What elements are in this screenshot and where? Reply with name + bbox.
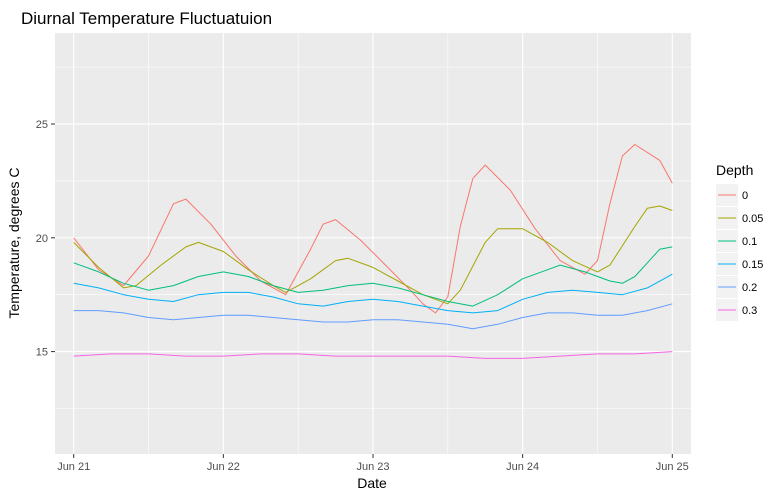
x-axis-title: Date <box>357 475 387 491</box>
legend-label: 0.05 <box>742 213 763 225</box>
major-gridlines <box>55 33 691 454</box>
series-line-depth-0 <box>73 144 673 314</box>
series-line-depth-0-2 <box>73 303 673 330</box>
y-axis-title: Temperature, degrees C <box>6 168 22 319</box>
x-tick-label: Jun 24 <box>506 461 539 473</box>
series-lines <box>73 144 673 359</box>
legend-label: 0.2 <box>742 282 757 294</box>
x-tick-label: Jun 23 <box>356 461 389 473</box>
legend-title: Depth <box>716 162 753 178</box>
chart-title: Diurnal Temperature Fluctuatuion <box>21 9 272 28</box>
x-tick-label: Jun 25 <box>656 461 689 473</box>
series-line-depth-0-05 <box>73 205 673 305</box>
legend: Depth 0 0.05 0.1 0.15 0.2 0.3 <box>716 162 763 321</box>
series-line-depth-0-3 <box>73 351 673 359</box>
x-tick-label: Jun 21 <box>57 461 90 473</box>
series-line-depth-0-1 <box>73 246 673 307</box>
y-tick-label: 15 <box>36 347 48 359</box>
legend-label: 0.15 <box>742 259 763 271</box>
legend-label: 0.3 <box>742 305 757 317</box>
y-tick-label: 20 <box>36 233 48 245</box>
x-axis-ticks: Jun 21 Jun 22 Jun 23 Jun 24 Jun 25 <box>57 454 689 473</box>
legend-label: 0 <box>742 190 748 202</box>
y-axis-ticks: 15 20 25 <box>36 119 55 359</box>
series-line-depth-0-15 <box>73 273 673 314</box>
x-tick-label: Jun 22 <box>207 461 240 473</box>
y-tick-label: 25 <box>36 119 48 131</box>
legend-label: 0.1 <box>742 236 757 248</box>
